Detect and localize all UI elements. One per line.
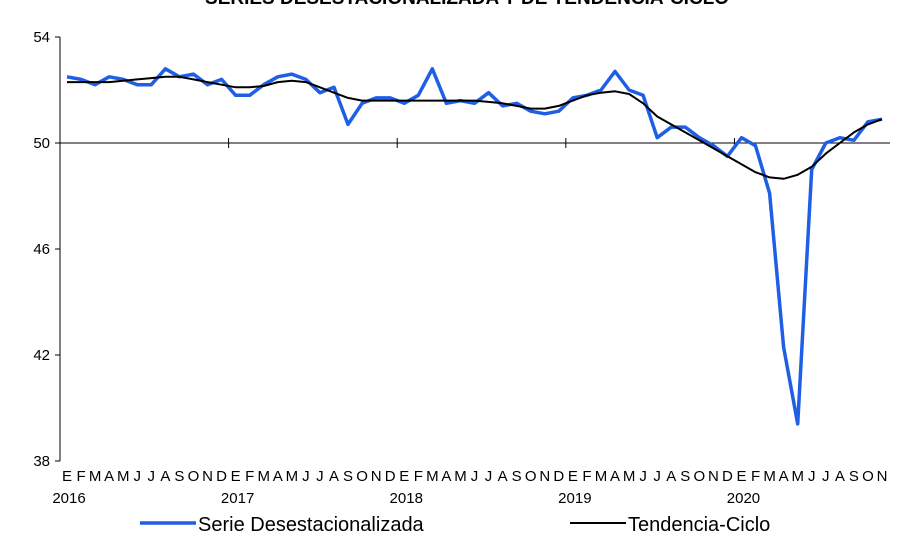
y-tick-label: 38	[33, 453, 50, 470]
x-tick-label: A	[779, 468, 789, 485]
series-line	[67, 75, 883, 180]
x-tick-label: E	[568, 468, 578, 485]
x-tick-label: A	[441, 468, 451, 485]
x-tick-label: S	[174, 468, 184, 485]
x-tick-label: S	[680, 468, 690, 485]
y-tick-label: 46	[33, 241, 50, 258]
x-tick-label: J	[808, 468, 816, 485]
x-tick-label: N	[708, 468, 719, 485]
chart-title: SERIES DESESTACIONALIZADA Y DE TENDENCIA…	[205, 0, 729, 9]
x-tick-label: A	[666, 468, 676, 485]
x-tick-label: F	[76, 468, 85, 485]
x-tick-label: A	[835, 468, 845, 485]
x-tick-label: J	[148, 468, 156, 485]
x-tick-label: E	[62, 468, 72, 485]
x-tick-label: M	[286, 468, 299, 485]
x-tick-label: A	[160, 468, 170, 485]
x-tick-label: J	[485, 468, 493, 485]
legend-label: Serie Desestacionalizada	[198, 514, 425, 533]
x-tick-label: D	[553, 468, 564, 485]
year-label: 2019	[558, 490, 591, 507]
y-tick-label: 50	[33, 135, 50, 152]
x-tick-label: S	[343, 468, 353, 485]
x-tick-label: N	[202, 468, 213, 485]
x-tick-label: J	[822, 468, 830, 485]
x-tick-label: J	[471, 468, 479, 485]
x-tick-label: A	[610, 468, 620, 485]
x-tick-label: N	[877, 468, 888, 485]
x-tick-label: A	[498, 468, 508, 485]
x-tick-label: A	[104, 468, 114, 485]
x-tick-label: F	[414, 468, 423, 485]
x-tick-label: O	[862, 468, 874, 485]
x-tick-label: S	[849, 468, 859, 485]
x-tick-label: A	[329, 468, 339, 485]
x-tick-label: E	[399, 468, 409, 485]
x-tick-label: O	[188, 468, 200, 485]
x-tick-label: J	[134, 468, 142, 485]
x-tick-label: M	[623, 468, 636, 485]
year-label: 2018	[390, 490, 423, 507]
x-tick-label: A	[273, 468, 283, 485]
x-tick-label: D	[216, 468, 227, 485]
x-tick-label: O	[356, 468, 368, 485]
y-tick-label: 54	[33, 29, 50, 46]
x-tick-label: F	[245, 468, 254, 485]
x-tick-label: J	[653, 468, 661, 485]
x-tick-label: D	[722, 468, 733, 485]
x-tick-label: O	[525, 468, 537, 485]
x-tick-label: D	[385, 468, 396, 485]
y-tick-label: 42	[33, 347, 50, 364]
x-tick-label: E	[736, 468, 746, 485]
x-tick-label: M	[117, 468, 130, 485]
x-tick-label: M	[791, 468, 804, 485]
x-tick-label: J	[316, 468, 324, 485]
x-tick-label: O	[693, 468, 705, 485]
year-label: 2016	[52, 490, 85, 507]
series-line	[66, 67, 883, 426]
x-tick-label: M	[763, 468, 776, 485]
x-tick-label: M	[454, 468, 467, 485]
x-tick-label: M	[426, 468, 439, 485]
x-tick-label: S	[512, 468, 522, 485]
x-tick-label: M	[595, 468, 608, 485]
x-tick-label: N	[539, 468, 550, 485]
year-label: 2017	[221, 490, 254, 507]
x-tick-label: F	[751, 468, 760, 485]
x-tick-label: M	[89, 468, 102, 485]
x-tick-label: M	[257, 468, 270, 485]
legend-label: Tendencia-Ciclo	[628, 514, 770, 533]
year-label: 2020	[727, 490, 760, 507]
x-tick-label: J	[639, 468, 647, 485]
x-tick-label: F	[582, 468, 591, 485]
x-tick-label: E	[231, 468, 241, 485]
x-tick-label: N	[371, 468, 382, 485]
x-tick-label: J	[302, 468, 310, 485]
